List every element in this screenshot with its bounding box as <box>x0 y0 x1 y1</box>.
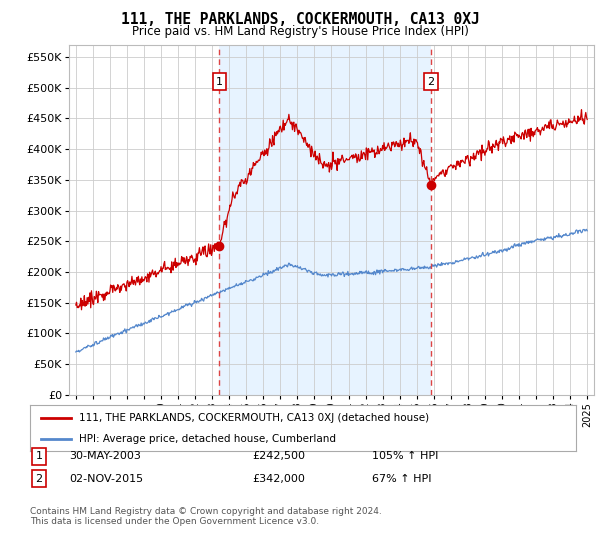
Text: 111, THE PARKLANDS, COCKERMOUTH, CA13 0XJ (detached house): 111, THE PARKLANDS, COCKERMOUTH, CA13 0X… <box>79 413 429 423</box>
Bar <box>220 45 431 395</box>
Text: £342,000: £342,000 <box>252 474 305 484</box>
Text: 30-MAY-2003: 30-MAY-2003 <box>69 451 141 461</box>
Text: Price paid vs. HM Land Registry's House Price Index (HPI): Price paid vs. HM Land Registry's House … <box>131 25 469 38</box>
Text: 105% ↑ HPI: 105% ↑ HPI <box>372 451 439 461</box>
Text: 67% ↑ HPI: 67% ↑ HPI <box>372 474 431 484</box>
Text: 1: 1 <box>216 77 223 87</box>
Text: 02-NOV-2015: 02-NOV-2015 <box>69 474 143 484</box>
Text: 2: 2 <box>427 77 434 87</box>
Text: 1: 1 <box>35 451 43 461</box>
Text: Contains HM Land Registry data © Crown copyright and database right 2024.
This d: Contains HM Land Registry data © Crown c… <box>30 507 382 526</box>
Text: £242,500: £242,500 <box>252 451 305 461</box>
Text: 2: 2 <box>35 474 43 484</box>
Text: HPI: Average price, detached house, Cumberland: HPI: Average price, detached house, Cumb… <box>79 434 336 444</box>
Text: 111, THE PARKLANDS, COCKERMOUTH, CA13 0XJ: 111, THE PARKLANDS, COCKERMOUTH, CA13 0X… <box>121 12 479 27</box>
